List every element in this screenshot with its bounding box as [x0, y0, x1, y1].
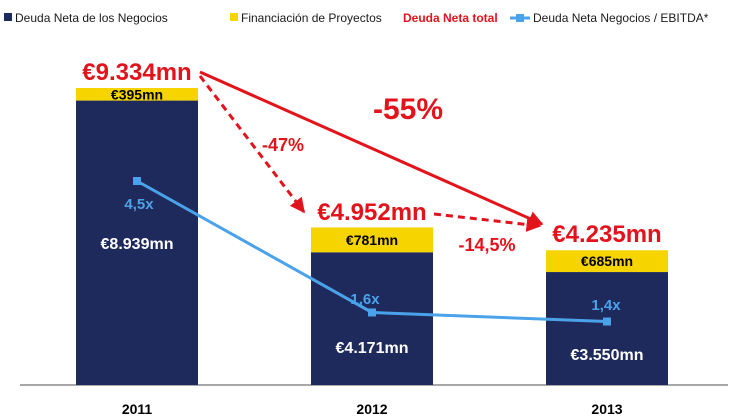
change-label-2011-2012: -47%	[262, 135, 304, 155]
project-finance-label-2011: €395mn	[111, 86, 163, 102]
bar-project-finance-2013	[546, 250, 668, 273]
legend-swatch-net-debt	[4, 13, 12, 21]
bar-net-debt-2012	[311, 252, 433, 385]
arrow-2012-2013	[433, 212, 542, 232]
total-label-2012: €4.952mn	[317, 199, 426, 226]
legend: Deuda Neta de los Negocios Financiación …	[4, 11, 709, 25]
ratio-marker-2012	[368, 308, 376, 317]
ratio-label-2012: 1,6x	[350, 291, 380, 308]
ratio-marker-2013	[603, 317, 611, 326]
bar-project-finance-2012	[311, 227, 433, 253]
legend-marker-ratio	[516, 14, 524, 22]
tick-label-2013: 2013	[591, 401, 622, 417]
bar-net-debt-2011	[76, 100, 198, 385]
legend-label-net-debt: Deuda Neta de los Negocios	[15, 11, 168, 25]
legend-label-project-finance: Financiación de Proyectos	[241, 11, 382, 25]
net-debt-label-2011: €8.939mn	[101, 236, 174, 253]
arrow-2011-2012	[198, 75, 306, 214]
total-label-2011: €9.334mn	[82, 59, 191, 86]
legend-swatch-project-finance	[230, 13, 238, 21]
project-finance-label-2013: €685mn	[581, 253, 633, 269]
ratio-label-2011: 4,5x	[124, 196, 154, 213]
bar-project-finance-2011	[76, 88, 198, 101]
change-label-2011-2013: -55%	[373, 93, 443, 126]
project-finance-label-2012: €781mn	[346, 232, 398, 248]
ratio-label-2013: 1,4x	[591, 297, 621, 314]
tick-label-2012: 2012	[356, 401, 387, 417]
change-label-2012-2013: -14,5%	[458, 235, 515, 255]
net-debt-label-2012: €4.171mn	[336, 340, 409, 357]
total-label-2013: €4.235mn	[552, 221, 661, 248]
legend-label-ratio: Deuda Neta Negocios / EBITDA*	[533, 11, 709, 25]
net-debt-label-2013: €3.550mn	[571, 347, 644, 364]
arrow-2011-2013	[199, 70, 544, 226]
legend-label-total: Deuda Neta total	[403, 11, 498, 25]
tick-label-2011: 2011	[122, 401, 153, 417]
ratio-marker-2011	[133, 177, 141, 185]
bar-net-debt-2013	[546, 272, 668, 385]
